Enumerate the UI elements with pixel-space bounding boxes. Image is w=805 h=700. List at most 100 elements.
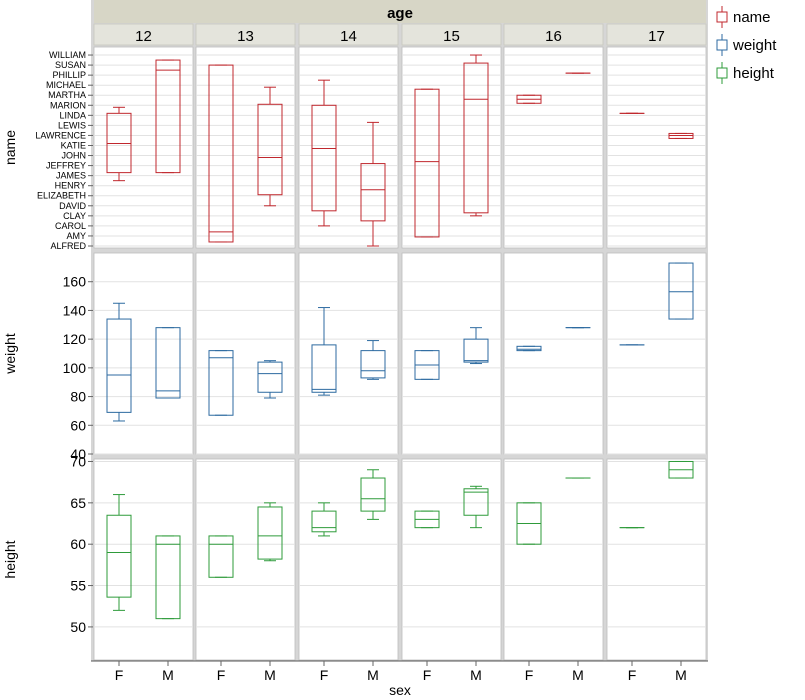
x-tick-label-16-F: F: [525, 667, 534, 683]
facet-label-16: 16: [545, 28, 562, 45]
y-tick-label-weight: 60: [70, 417, 86, 433]
box-name-14-M: [360, 121, 386, 247]
box-name-12-M: [155, 59, 181, 174]
y-tick-label-name: LINDA: [59, 110, 86, 120]
box-body: [208, 535, 234, 578]
box-weight-16-F: [516, 345, 542, 352]
box-height-16-F: [516, 502, 542, 545]
box-body: [311, 104, 337, 212]
y-tick-label-name: CLAY: [63, 211, 86, 221]
box-weight-15-M: [463, 327, 489, 365]
legend-swatch-box: [716, 67, 728, 79]
box-weight-14-F: [311, 307, 337, 396]
panel-height-16: [503, 458, 604, 661]
panel-name-17: [606, 46, 707, 249]
facet-strips: age 12 13 14 15 16 17: [93, 0, 707, 46]
box-height-12-M: [155, 535, 181, 620]
box-body: [257, 361, 283, 393]
x-tick-label-15-F: F: [423, 667, 432, 683]
box-body: [360, 163, 386, 222]
box-body: [668, 262, 694, 320]
facet-title-strip: [94, 0, 706, 23]
box-body: [414, 88, 440, 238]
facet-label-14: 14: [340, 28, 357, 45]
box-body: [257, 103, 283, 196]
box-body: [155, 535, 181, 620]
x-tick-label-17-M: M: [675, 667, 687, 683]
y-axis-label-weight: weight: [2, 333, 18, 375]
y-tick-label-name: JOHN: [62, 151, 87, 161]
box-height-12-F: [106, 494, 132, 611]
facet-strip-17: [606, 23, 707, 46]
facet-label-12: 12: [135, 28, 152, 45]
y-tick-label-name: SUSAN: [55, 60, 86, 70]
y-axis-label-name: name: [2, 130, 18, 165]
box-body: [463, 338, 489, 363]
box-body: [516, 345, 542, 352]
axes: ALFREDAMYCAROLCLAYDAVIDELIZABETHHENRYJAM…: [2, 50, 708, 698]
box-name-16-F: [516, 94, 542, 104]
box-height-15-F: [414, 510, 440, 529]
box-body: [360, 350, 386, 379]
panel-height-12: [93, 458, 194, 661]
y-tick-label-name: KATIE: [61, 140, 86, 150]
box-height-15-M: [463, 485, 489, 529]
legend-item-weight: weight: [716, 34, 777, 56]
legend-swatch-box: [716, 39, 728, 51]
panel-weight-17: [606, 252, 707, 455]
panel-name-13: [195, 46, 296, 249]
facet-title-label: age: [387, 5, 413, 22]
panel-name-12: [93, 46, 194, 249]
x-tick-label-16-M: M: [572, 667, 584, 683]
x-tick-label-14-F: F: [320, 667, 329, 683]
box-body: [208, 350, 234, 416]
y-tick-label-name: ALFRED: [50, 241, 86, 251]
panel-height-14: [298, 458, 399, 661]
box-body: [311, 344, 337, 393]
facet-strip-13: [195, 23, 296, 46]
y-tick-label-name: WILLIAM: [49, 50, 86, 60]
legend-swatch-box: [716, 11, 728, 23]
box-weight-12-M: [155, 327, 181, 399]
legend-label-weight: weight: [732, 37, 777, 54]
x-tick-label-15-M: M: [470, 667, 482, 683]
box-height-14-M: [360, 469, 386, 520]
y-tick-label-name: MARION: [50, 100, 86, 110]
box-body: [106, 112, 132, 174]
y-tick-label-name: MICHAEL: [46, 80, 86, 90]
y-tick-label-height: 60: [70, 536, 86, 552]
facet-strip-16: [503, 23, 604, 46]
box-name-15-M: [463, 54, 489, 217]
legend-item-height: height: [716, 62, 775, 84]
facet-label-13: 13: [237, 28, 254, 45]
box-body: [106, 318, 132, 413]
box-body: [106, 514, 132, 598]
facet-label-17: 17: [648, 28, 665, 45]
box-body: [155, 327, 181, 399]
x-axis-label: sex: [389, 682, 411, 698]
box-body: [360, 477, 386, 512]
box-weight-13-M: [257, 360, 283, 399]
y-tick-label-name: JAMES: [56, 171, 86, 181]
y-tick-label-weight: 80: [70, 389, 86, 405]
legend-label-height: height: [733, 65, 775, 82]
panel-height-17: [606, 458, 707, 661]
box-name-13-M: [257, 86, 283, 207]
x-tick-label-14-M: M: [367, 667, 379, 683]
panel-weight-14: [298, 252, 399, 455]
y-tick-label-name: JEFFREY: [46, 161, 86, 171]
panel-weight-16: [503, 252, 604, 455]
legend-label-name: name: [733, 9, 771, 26]
y-tick-label-weight: 120: [63, 331, 87, 347]
y-tick-label-height: 50: [70, 619, 86, 635]
y-tick-label-weight: 40: [70, 446, 86, 462]
box-weight-12-F: [106, 302, 132, 422]
box-body: [463, 488, 489, 516]
y-tick-label-height: 70: [70, 453, 86, 469]
box-weight-13-F: [208, 350, 234, 416]
box-body: [208, 64, 234, 243]
legend-item-name: name: [716, 6, 771, 28]
box-weight-15-F: [414, 350, 440, 380]
x-tick-label-13-M: M: [264, 667, 276, 683]
